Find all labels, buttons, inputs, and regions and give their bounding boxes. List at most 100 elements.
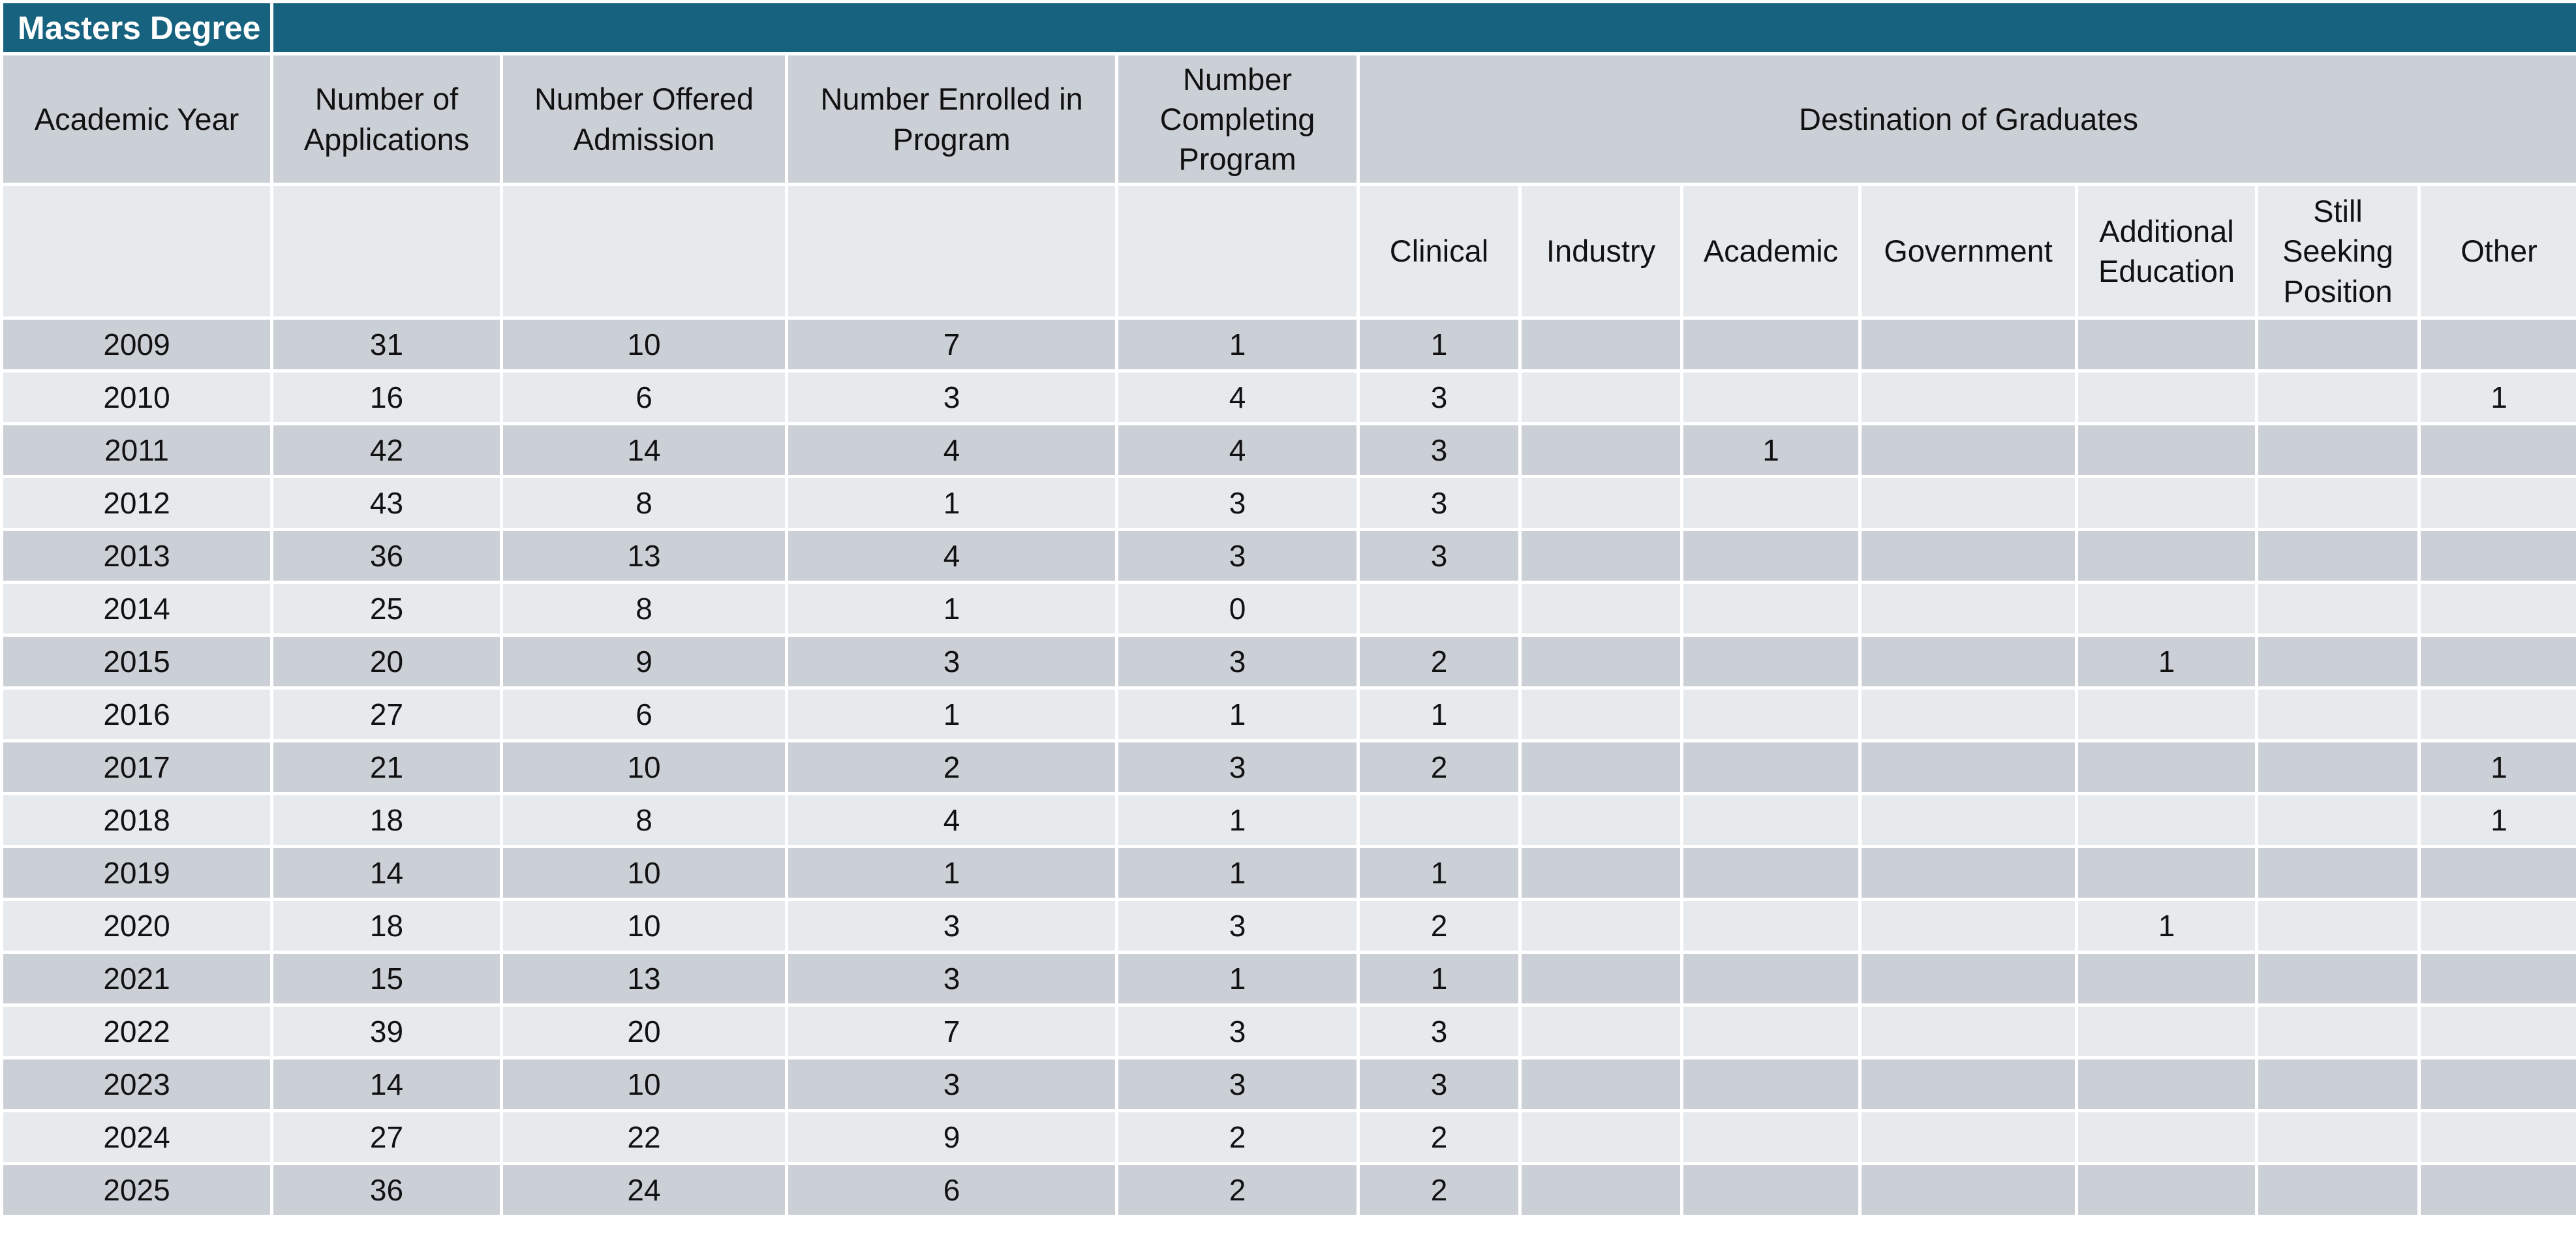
cell-government (1862, 425, 2075, 475)
cell-year: 2024 (3, 1112, 270, 1162)
cell-still-seeking (2258, 1165, 2417, 1215)
cell-year: 2014 (3, 584, 270, 633)
cell-completing: 2 (1118, 1165, 1357, 1215)
cell-still-seeking (2258, 1060, 2417, 1109)
cell-government (1862, 795, 2075, 845)
subheader-blank (3, 186, 270, 316)
subheader-still-seeking: Still Seeking Position (2258, 186, 2417, 316)
cell-other (2421, 637, 2576, 686)
cell-still-seeking (2258, 1007, 2417, 1056)
cell-government (1862, 954, 2075, 1003)
cell-other: 1 (2421, 373, 2576, 422)
cell-enrolled: 2 (788, 742, 1115, 792)
table-row: 2014 25 8 1 0 (3, 584, 2576, 633)
cell-industry (1522, 1007, 1680, 1056)
subheader-blank (788, 186, 1115, 316)
cell-additional-education (2078, 1007, 2255, 1056)
cell-still-seeking (2258, 742, 2417, 792)
cell-applications: 39 (273, 1007, 500, 1056)
cell-industry (1522, 1112, 1680, 1162)
cell-clinical: 2 (1360, 1165, 1518, 1215)
cell-additional-education (2078, 584, 2255, 633)
table-row: 2015 20 9 3 3 2 1 (3, 637, 2576, 686)
cell-completing: 3 (1118, 901, 1357, 951)
cell-enrolled: 4 (788, 531, 1115, 581)
cell-government (1862, 1060, 2075, 1109)
table-row: 2025 36 24 6 2 2 (3, 1165, 2576, 1215)
table-row: 2010 16 6 3 4 3 1 (3, 373, 2576, 422)
subheader-blank (503, 186, 785, 316)
cell-offered: 8 (503, 478, 785, 528)
cell-enrolled: 3 (788, 901, 1115, 951)
subheader-blank (273, 186, 500, 316)
cell-academic (1683, 954, 1858, 1003)
cell-enrolled: 7 (788, 1007, 1115, 1056)
cell-year: 2025 (3, 1165, 270, 1215)
cell-clinical: 1 (1360, 954, 1518, 1003)
header-destination: Destination of Graduates (1360, 55, 2576, 183)
cell-clinical: 2 (1360, 742, 1518, 792)
cell-government (1862, 1112, 2075, 1162)
cell-year: 2011 (3, 425, 270, 475)
cell-other (2421, 531, 2576, 581)
cell-clinical: 2 (1360, 637, 1518, 686)
cell-enrolled: 1 (788, 478, 1115, 528)
cell-other (2421, 1060, 2576, 1109)
table-row: 2017 21 10 2 3 2 1 (3, 742, 2576, 792)
cell-clinical: 3 (1360, 531, 1518, 581)
cell-applications: 27 (273, 690, 500, 739)
cell-year: 2020 (3, 901, 270, 951)
subheader-government: Government (1862, 186, 2075, 316)
cell-clinical: 3 (1360, 478, 1518, 528)
cell-other (2421, 901, 2576, 951)
table-row: 2016 27 6 1 1 1 (3, 690, 2576, 739)
cell-offered: 10 (503, 901, 785, 951)
cell-other (2421, 1165, 2576, 1215)
cell-completing: 4 (1118, 373, 1357, 422)
cell-completing: 3 (1118, 742, 1357, 792)
cell-completing: 1 (1118, 795, 1357, 845)
cell-industry (1522, 1165, 1680, 1215)
header-completing: Number Completing Program (1118, 55, 1357, 183)
subheader-clinical: Clinical (1360, 186, 1518, 316)
cell-still-seeking (2258, 901, 2417, 951)
cell-offered: 10 (503, 1060, 785, 1109)
cell-enrolled: 6 (788, 1165, 1115, 1215)
cell-additional-education: 1 (2078, 901, 2255, 951)
cell-enrolled: 3 (788, 954, 1115, 1003)
cell-industry (1522, 531, 1680, 581)
cell-applications: 14 (273, 1060, 500, 1109)
cell-clinical: 2 (1360, 901, 1518, 951)
cell-offered: 13 (503, 954, 785, 1003)
cell-academic (1683, 742, 1858, 792)
cell-offered: 20 (503, 1007, 785, 1056)
subheader-industry: Industry (1522, 186, 1680, 316)
cell-additional-education (2078, 1060, 2255, 1109)
cell-other (2421, 320, 2576, 369)
cell-completing: 0 (1118, 584, 1357, 633)
cell-additional-education (2078, 848, 2255, 898)
cell-clinical: 2 (1360, 1112, 1518, 1162)
subheader-row: Clinical Industry Academic Government Ad… (3, 186, 2576, 316)
cell-academic (1683, 1007, 1858, 1056)
cell-other (2421, 1007, 2576, 1056)
cell-clinical: 3 (1360, 1060, 1518, 1109)
cell-government (1862, 901, 2075, 951)
cell-offered: 10 (503, 320, 785, 369)
cell-still-seeking (2258, 425, 2417, 475)
cell-industry (1522, 637, 1680, 686)
cell-industry (1522, 478, 1680, 528)
cell-government (1862, 478, 2075, 528)
cell-still-seeking (2258, 637, 2417, 686)
cell-still-seeking (2258, 478, 2417, 528)
cell-offered: 8 (503, 584, 785, 633)
cell-year: 2013 (3, 531, 270, 581)
cell-academic (1683, 690, 1858, 739)
cell-year: 2022 (3, 1007, 270, 1056)
cell-still-seeking (2258, 954, 2417, 1003)
header-academic-year: Academic Year (3, 55, 270, 183)
cell-other (2421, 954, 2576, 1003)
cell-other: 1 (2421, 742, 2576, 792)
